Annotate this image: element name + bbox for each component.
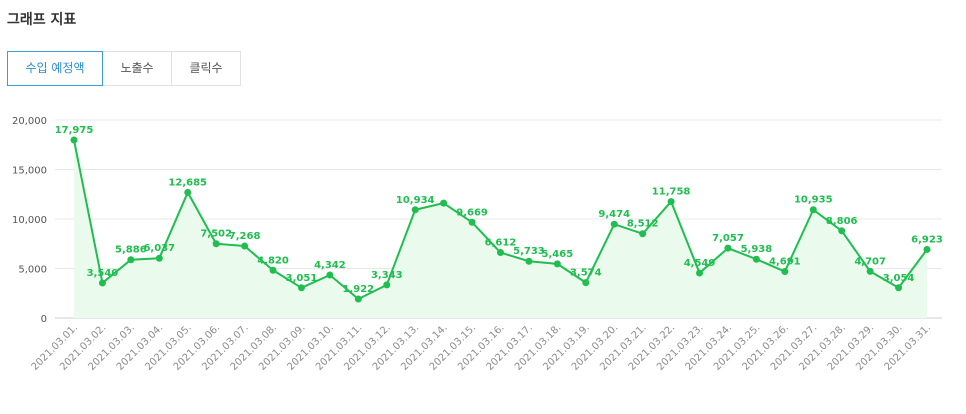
data-label: 6,037 <box>143 243 175 254</box>
data-point <box>696 269 704 277</box>
data-point <box>297 284 305 292</box>
data-point <box>923 245 931 253</box>
data-point <box>752 255 760 263</box>
data-label: 8,806 <box>826 216 858 227</box>
data-label: 11,758 <box>652 187 691 198</box>
data-point <box>326 271 334 279</box>
data-label: 9,669 <box>456 207 488 218</box>
data-label: 10,934 <box>396 195 435 206</box>
data-point <box>497 249 504 257</box>
tab-clicks[interactable]: 클릭수 <box>171 51 241 86</box>
data-point <box>610 220 618 228</box>
data-label: 4,820 <box>257 255 289 266</box>
data-label: 3,054 <box>883 273 915 284</box>
data-label: 4,549 <box>684 258 716 269</box>
data-point <box>241 242 249 250</box>
data-label: 12,685 <box>168 177 207 188</box>
data-label: 4,691 <box>769 257 801 268</box>
data-label: 9,474 <box>598 209 630 220</box>
data-point <box>781 268 789 276</box>
data-point <box>98 279 106 287</box>
data-label: 8,512 <box>627 219 659 230</box>
data-label: 4,342 <box>314 260 346 271</box>
data-point <box>184 188 192 196</box>
data-point <box>639 230 647 238</box>
y-tick-label: 10,000 <box>12 215 47 226</box>
data-point <box>411 206 419 214</box>
data-point <box>70 136 78 144</box>
data-label: 17,975 <box>55 125 94 136</box>
y-tick-label: 20,000 <box>12 116 47 127</box>
data-label: 10,935 <box>794 195 833 206</box>
data-label: 7,502 <box>200 229 232 240</box>
area-fill <box>74 140 927 318</box>
data-point <box>383 281 391 289</box>
data-point <box>269 266 277 274</box>
data-point <box>155 254 163 262</box>
data-point <box>127 256 135 264</box>
data-point <box>724 244 732 252</box>
data-label: 5,733 <box>513 246 545 257</box>
page-title: 그래프 지표 <box>7 12 77 28</box>
data-point <box>582 279 590 287</box>
data-point <box>809 206 817 214</box>
y-tick-label: 0 <box>41 314 47 325</box>
data-label: 7,057 <box>712 233 744 244</box>
data-label: 3,343 <box>371 270 403 281</box>
data-point <box>553 260 561 268</box>
data-label: 5,886 <box>115 245 147 256</box>
data-point <box>866 267 874 275</box>
data-label: 6,923 <box>911 234 943 245</box>
data-label: 3,540 <box>87 268 119 279</box>
data-point <box>212 240 220 248</box>
data-label: 5,938 <box>741 244 773 255</box>
data-label: 3,051 <box>286 273 318 284</box>
data-point <box>895 284 903 292</box>
data-point <box>667 198 675 206</box>
y-tick-label: 15,000 <box>12 166 47 177</box>
data-point <box>838 227 846 235</box>
data-label: 4,707 <box>854 256 886 267</box>
tab-expected-revenue[interactable]: 수입 예정액 <box>7 51 103 86</box>
y-tick-label: 5,000 <box>18 265 47 276</box>
data-point <box>468 218 476 226</box>
data-label: 6,612 <box>485 238 517 249</box>
data-point <box>525 257 533 265</box>
data-point <box>354 295 362 303</box>
data-label: 7,268 <box>229 231 261 242</box>
data-label: 3,574 <box>570 268 602 279</box>
data-label: 5,465 <box>542 249 574 260</box>
metric-tabs: 수입 예정액 노출수 클릭수 <box>7 51 241 86</box>
data-label: 1,922 <box>343 284 375 295</box>
data-point <box>440 199 448 207</box>
